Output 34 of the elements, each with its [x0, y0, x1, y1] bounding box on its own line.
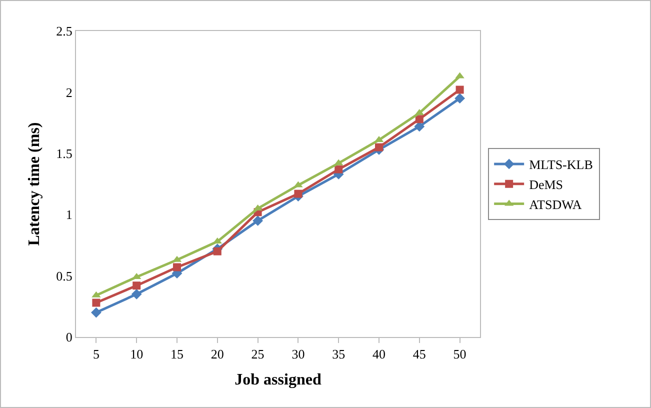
- x-tick-label: 50: [453, 346, 466, 362]
- y-axis-title: Latency time (ms): [26, 122, 44, 246]
- x-tick-label: 35: [332, 346, 346, 362]
- point: [131, 288, 142, 300]
- point: [375, 143, 383, 152]
- point: [91, 307, 102, 318]
- y-tick-label: 1: [66, 207, 72, 222]
- legend-label: DeMS: [529, 176, 564, 192]
- legend-label: ATSDWA: [529, 196, 582, 212]
- x-axis-title: Job assigned: [234, 371, 322, 388]
- y-tick-label: 2: [66, 84, 72, 100]
- legend-label: MLTS-KLB: [529, 157, 594, 172]
- point: [334, 165, 343, 174]
- y-tick-label: 0: [66, 330, 72, 345]
- point: [454, 93, 465, 104]
- y-tick-label: 1.5: [56, 146, 72, 161]
- point: [213, 247, 222, 256]
- x-tick-label: 10: [130, 346, 144, 362]
- y-tick-label: 2.5: [56, 24, 72, 39]
- x-tick-label: 20: [210, 346, 224, 362]
- point: [132, 282, 141, 290]
- x-tick-label: 40: [372, 346, 386, 362]
- x-tick-label: 30: [292, 346, 305, 362]
- point: [92, 298, 100, 307]
- x-tick-label: 5: [92, 346, 100, 362]
- x-tick-label: 15: [170, 346, 184, 362]
- point: [456, 86, 464, 94]
- point: [252, 216, 263, 226]
- x-tick-label: 25: [251, 346, 264, 362]
- x-tick-label: 45: [412, 346, 426, 362]
- point: [415, 115, 424, 124]
- point: [294, 190, 302, 198]
- y-tick-label: 0.5: [56, 268, 72, 284]
- point: [173, 263, 181, 272]
